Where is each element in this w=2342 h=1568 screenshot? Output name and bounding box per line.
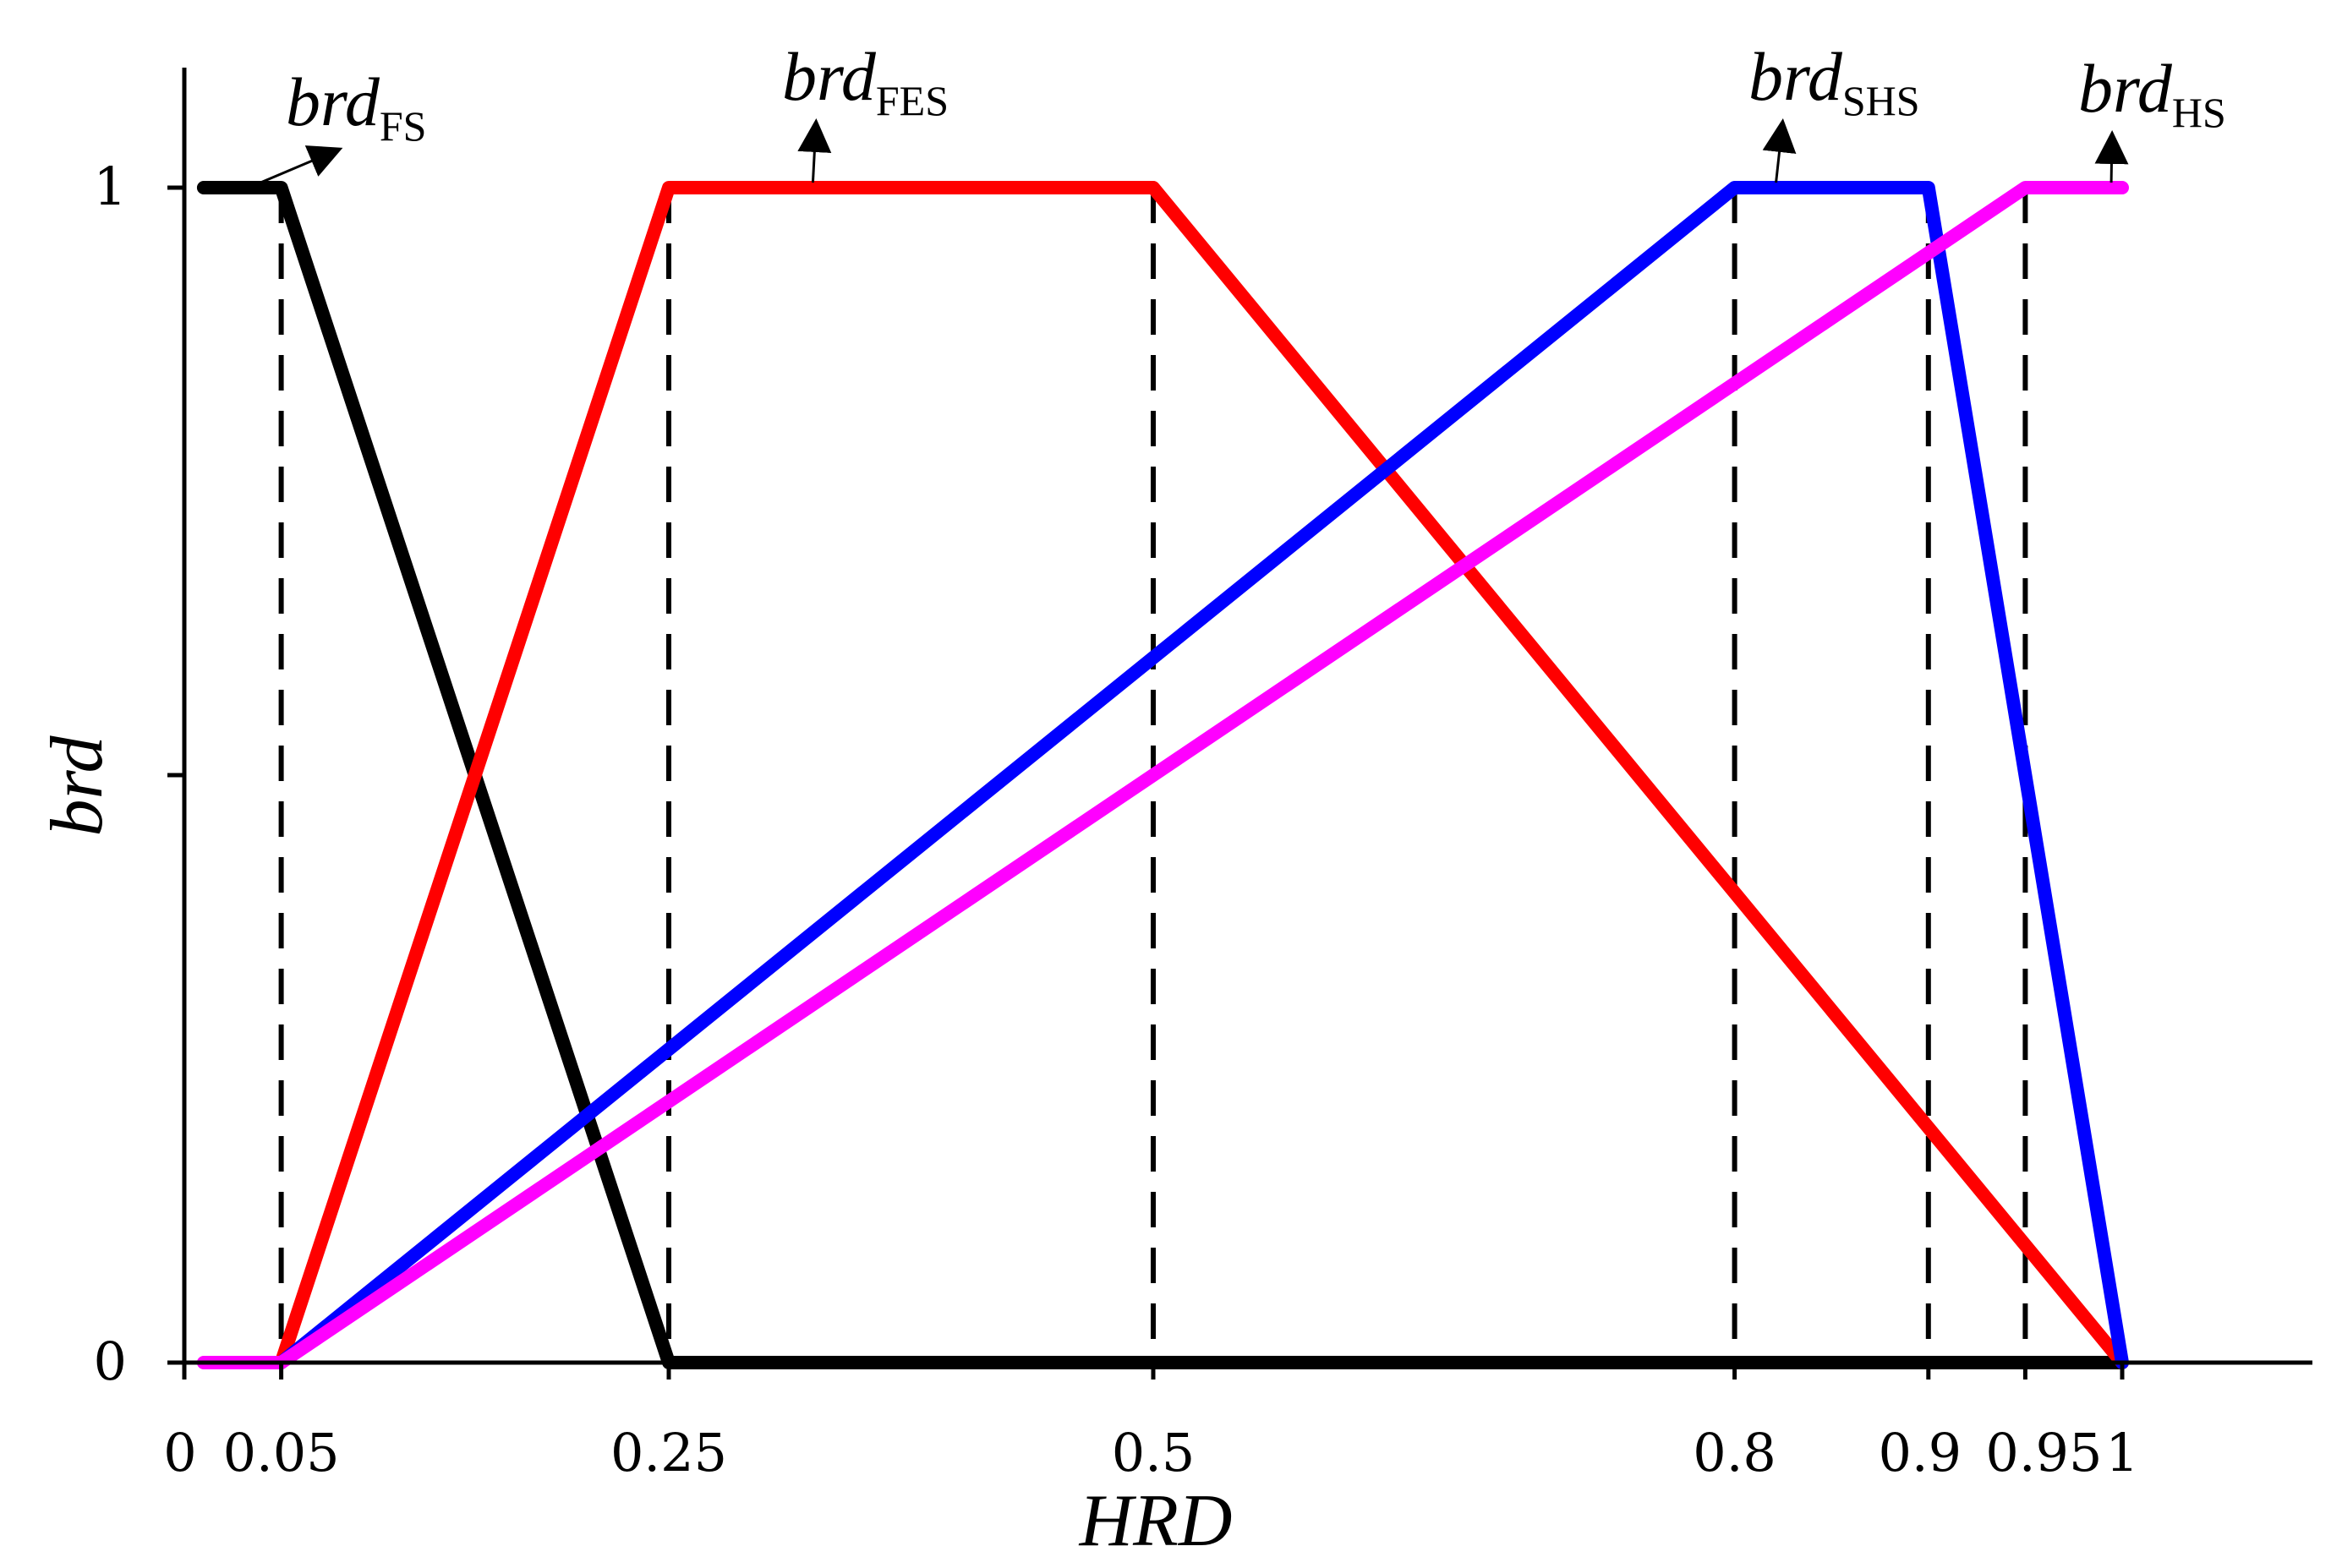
- x-tick-label: 0.05: [223, 1422, 340, 1483]
- series-line-shs: [274, 181, 2129, 1369]
- series-line-fes: [274, 181, 2129, 1369]
- x-tick-label: 0.8: [1693, 1422, 1776, 1483]
- series-label-arrow-fes: [797, 118, 832, 183]
- series-label-hs: brdHS: [2078, 50, 2226, 136]
- series-label-arrow-shs: [1762, 118, 1797, 183]
- x-tick-label: 0.9: [1878, 1422, 1962, 1483]
- y-tick-label: 0: [94, 1330, 127, 1392]
- series-labels: brdFS brdFES brdSHS brdHS: [260, 38, 2226, 184]
- series-label-arrow-fs: [260, 145, 343, 184]
- series-lines: [196, 181, 2129, 1369]
- series-label-fes: brdFES: [782, 38, 949, 124]
- x-axis-title: HRD: [1079, 1480, 1233, 1562]
- ticks: 0 0.05 0.25 0.5 0.8 0.9 0.95 101: [94, 156, 2139, 1483]
- x-tick-label: 0.95: [1985, 1422, 2102, 1483]
- x-tick-label: 1: [2105, 1422, 2138, 1483]
- series-label-arrow-hs: [2094, 130, 2129, 183]
- y-tick-label: 1: [94, 156, 127, 217]
- series-label-shs: brdSHS: [1748, 38, 1920, 124]
- axes: [182, 68, 2312, 1365]
- x-tick-label: 0.5: [1112, 1422, 1196, 1483]
- series-label-fs: brdFS: [286, 63, 427, 150]
- x-tick-label: 0: [163, 1422, 196, 1483]
- x-tick-label: 0.25: [610, 1422, 727, 1483]
- y-axis-title: brd: [36, 735, 118, 837]
